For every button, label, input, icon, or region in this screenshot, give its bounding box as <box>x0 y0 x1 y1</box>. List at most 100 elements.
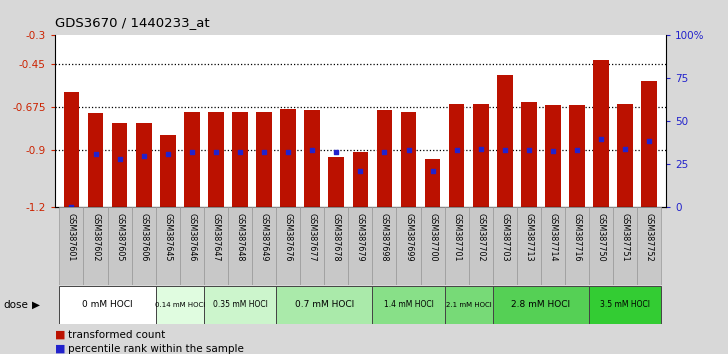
Bar <box>397 207 421 285</box>
Bar <box>493 207 517 285</box>
Bar <box>208 112 223 207</box>
Bar <box>300 207 324 285</box>
Bar <box>156 207 180 285</box>
Bar <box>60 207 84 285</box>
Point <box>90 151 101 156</box>
Point <box>114 156 125 162</box>
Point <box>499 147 510 153</box>
Bar <box>400 112 416 207</box>
Point <box>475 146 486 152</box>
Bar <box>276 286 373 324</box>
Bar <box>493 286 589 324</box>
Text: GSM387700: GSM387700 <box>428 213 437 262</box>
Point <box>523 147 534 153</box>
Text: 2.1 mM HOCl: 2.1 mM HOCl <box>446 302 491 308</box>
Bar <box>617 104 633 207</box>
Point <box>451 147 462 153</box>
Text: GSM387676: GSM387676 <box>284 213 293 262</box>
Bar <box>276 207 300 285</box>
Bar <box>637 207 661 285</box>
Bar <box>136 123 151 207</box>
Bar <box>473 104 488 207</box>
Text: 0.35 mM HOCl: 0.35 mM HOCl <box>213 301 267 309</box>
Text: GSM387649: GSM387649 <box>260 213 269 262</box>
Bar <box>84 207 108 285</box>
Bar <box>180 207 204 285</box>
Bar <box>108 207 132 285</box>
Text: dose: dose <box>4 300 28 310</box>
Point <box>306 147 318 153</box>
Point <box>162 151 173 156</box>
Bar <box>565 207 589 285</box>
Bar <box>545 105 561 207</box>
Point <box>379 149 390 155</box>
Bar <box>256 112 272 207</box>
Text: GSM387605: GSM387605 <box>115 213 124 262</box>
Point <box>620 146 631 152</box>
Text: 0.14 mM HOCl: 0.14 mM HOCl <box>154 302 205 308</box>
Bar <box>63 92 79 207</box>
Point <box>355 168 366 174</box>
Text: 2.8 mM HOCl: 2.8 mM HOCl <box>511 301 571 309</box>
Point <box>258 149 270 155</box>
Bar <box>376 110 392 207</box>
Text: GSM387647: GSM387647 <box>211 213 221 262</box>
Point <box>234 149 246 155</box>
Point <box>210 149 222 155</box>
Bar <box>521 102 537 207</box>
Text: 0.7 mM HOCl: 0.7 mM HOCl <box>295 301 354 309</box>
Text: GSM387679: GSM387679 <box>356 213 365 262</box>
Bar <box>87 113 103 207</box>
Point <box>66 204 77 210</box>
Bar <box>204 286 276 324</box>
Bar <box>424 159 440 207</box>
Point <box>331 149 342 155</box>
Text: GSM387716: GSM387716 <box>572 213 582 262</box>
Text: 0 mM HOCl: 0 mM HOCl <box>82 301 133 309</box>
Bar <box>228 207 252 285</box>
Bar <box>373 286 445 324</box>
Bar <box>60 286 156 324</box>
Bar <box>469 207 493 285</box>
Text: 3.5 mM HOCl: 3.5 mM HOCl <box>600 301 650 309</box>
Bar <box>252 207 276 285</box>
Bar <box>541 207 565 285</box>
Bar <box>593 60 609 207</box>
Text: GSM387750: GSM387750 <box>597 213 606 262</box>
Bar <box>280 109 296 207</box>
Bar <box>304 110 320 207</box>
Bar <box>589 207 613 285</box>
Point <box>571 147 583 153</box>
Bar <box>328 158 344 207</box>
Text: GSM387645: GSM387645 <box>163 213 173 262</box>
Point <box>427 168 438 174</box>
Bar <box>641 81 657 207</box>
Bar <box>613 207 637 285</box>
Bar <box>589 286 661 324</box>
Bar <box>112 123 127 207</box>
Text: GSM387698: GSM387698 <box>380 213 389 262</box>
Text: GSM387714: GSM387714 <box>548 213 558 262</box>
Text: GDS3670 / 1440233_at: GDS3670 / 1440233_at <box>55 16 209 29</box>
Bar <box>352 152 368 207</box>
Text: GSM387752: GSM387752 <box>645 213 654 262</box>
Point <box>644 138 655 144</box>
Point <box>547 148 559 154</box>
Bar <box>160 135 175 207</box>
Bar <box>445 207 469 285</box>
Text: 1.4 mM HOCl: 1.4 mM HOCl <box>384 301 433 309</box>
Bar <box>449 104 464 207</box>
Text: GSM387703: GSM387703 <box>500 213 510 262</box>
Bar <box>373 207 397 285</box>
Text: transformed count: transformed count <box>68 330 165 339</box>
Point <box>186 149 198 155</box>
Text: GSM387601: GSM387601 <box>67 213 76 262</box>
Bar <box>517 207 541 285</box>
Text: GSM387648: GSM387648 <box>235 213 245 262</box>
Text: GSM387678: GSM387678 <box>332 213 341 262</box>
Text: GSM387751: GSM387751 <box>621 213 630 262</box>
Bar <box>445 286 493 324</box>
Text: ■: ■ <box>55 330 65 339</box>
Bar <box>497 74 513 207</box>
Point <box>403 147 414 153</box>
